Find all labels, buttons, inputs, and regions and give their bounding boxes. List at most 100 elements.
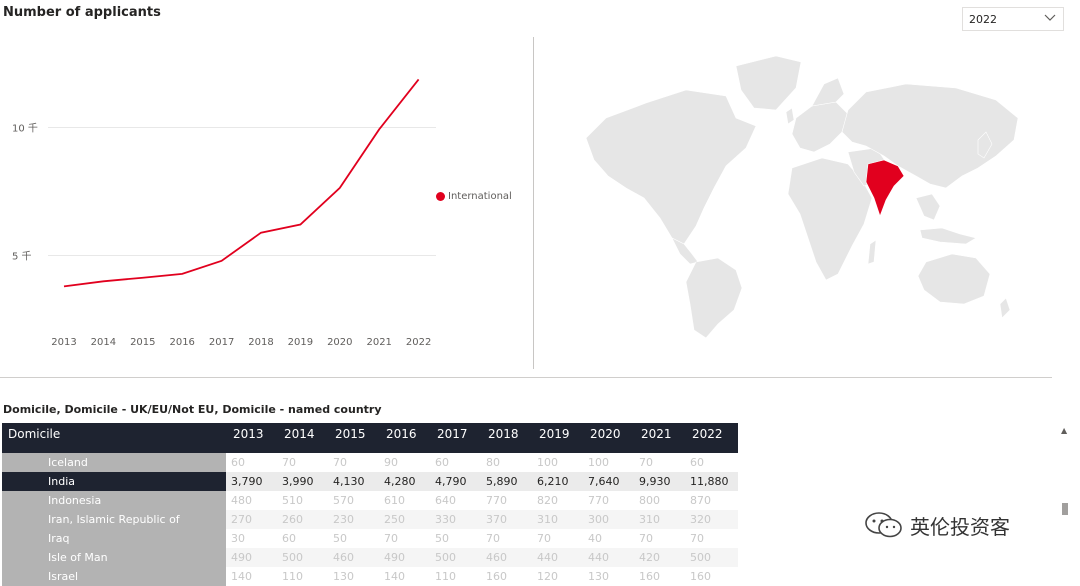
row-value: 70 [634,529,685,548]
map-new-zealand [1000,298,1010,318]
row-value: 100 [583,453,634,472]
header-year[interactable]: 2016 [381,423,432,453]
header-year[interactable]: 2019 [534,423,585,453]
row-value: 9,930 [634,472,685,491]
row-value: 490 [379,548,430,567]
row-value: 310 [532,510,583,529]
row-value: 70 [277,453,328,472]
year-filter-dropdown[interactable]: 2022 [962,7,1064,31]
x-tick-label: 2019 [288,337,313,348]
map-north-america [586,90,756,244]
table-header-row: Domicile 2013 2014 2015 2016 2017 2018 2… [2,423,738,453]
map-southeast-asia [916,194,940,220]
map-indonesia [920,228,976,244]
row-domicile[interactable]: India [2,472,226,491]
row-value: 3,790 [226,472,277,491]
header-year[interactable]: 2017 [432,423,483,453]
row-value: 30 [226,529,277,548]
header-year[interactable]: 2020 [585,423,636,453]
row-value: 870 [685,491,736,510]
row-value: 320 [685,510,736,529]
row-value: 60 [226,453,277,472]
row-value: 310 [634,510,685,529]
year-filter-value: 2022 [969,13,997,26]
row-value: 120 [532,567,583,586]
scroll-up-icon[interactable]: ▲ [1061,426,1067,435]
row-value: 330 [430,510,481,529]
header-year[interactable]: 2015 [330,423,381,453]
row-value: 50 [328,529,379,548]
row-domicile[interactable]: Indonesia [2,491,226,510]
watermark: 英伦投资客 [864,510,1010,540]
row-value: 4,130 [328,472,379,491]
row-value: 500 [277,548,328,567]
map-greenland [736,56,801,110]
row-value: 60 [277,529,328,548]
row-value: 770 [481,491,532,510]
row-value: 460 [328,548,379,567]
scrollbar-thumb[interactable] [1062,503,1068,515]
row-value: 50 [430,529,481,548]
x-tick-label: 2021 [366,337,391,348]
row-value: 60 [685,453,736,472]
map-uk [786,108,794,124]
row-value: 6,210 [532,472,583,491]
map-south-america [686,258,742,338]
x-tick-label: 2016 [169,337,194,348]
header-year[interactable]: 2018 [483,423,534,453]
header-year[interactable]: 2014 [279,423,330,453]
row-value: 370 [481,510,532,529]
row-value: 130 [583,567,634,586]
chevron-down-icon [1043,11,1057,25]
table-scrollbar[interactable]: ▲ [1059,423,1071,574]
x-tick-label: 2020 [327,337,352,348]
row-value: 110 [430,567,481,586]
divider-horizontal [0,377,1052,378]
row-value: 300 [583,510,634,529]
header-year[interactable]: 2021 [636,423,687,453]
row-value: 510 [277,491,328,510]
y-tick-label: 5 千 [12,250,32,262]
world-map[interactable] [586,48,1026,338]
map-scandinavia [812,78,844,106]
x-tick-label: 2013 [51,337,76,348]
row-value: 160 [481,567,532,586]
x-tick-label: 2018 [248,337,273,348]
row-value: 40 [583,529,634,548]
row-domicile[interactable]: Iceland [2,453,226,472]
row-value: 500 [430,548,481,567]
legend-label: International [448,191,512,202]
row-value: 500 [685,548,736,567]
header-year[interactable]: 2013 [228,423,279,453]
chart-legend[interactable]: International [436,191,512,202]
row-value: 70 [481,529,532,548]
row-value: 70 [379,529,430,548]
row-value: 770 [583,491,634,510]
row-domicile[interactable]: Isle of Man [2,548,226,567]
row-value: 80 [481,453,532,472]
x-tick-label: 2014 [91,337,116,348]
row-value: 90 [379,453,430,472]
row-value: 480 [226,491,277,510]
row-value: 260 [277,510,328,529]
row-value: 130 [328,567,379,586]
row-domicile[interactable]: Iraq [2,529,226,548]
header-year[interactable]: 2022 [687,423,738,453]
row-value: 420 [634,548,685,567]
header-domicile[interactable]: Domicile [2,423,228,453]
wechat-icon [864,510,904,540]
x-tick-label: 2015 [130,337,155,348]
row-value: 570 [328,491,379,510]
row-value: 110 [277,567,328,586]
map-europe [792,102,848,152]
row-domicile[interactable]: Israel [2,567,226,586]
table-title: Domicile, Domicile - UK/EU/Not EU, Domic… [3,403,382,416]
row-domicile[interactable]: Iran, Islamic Republic of [2,510,226,529]
